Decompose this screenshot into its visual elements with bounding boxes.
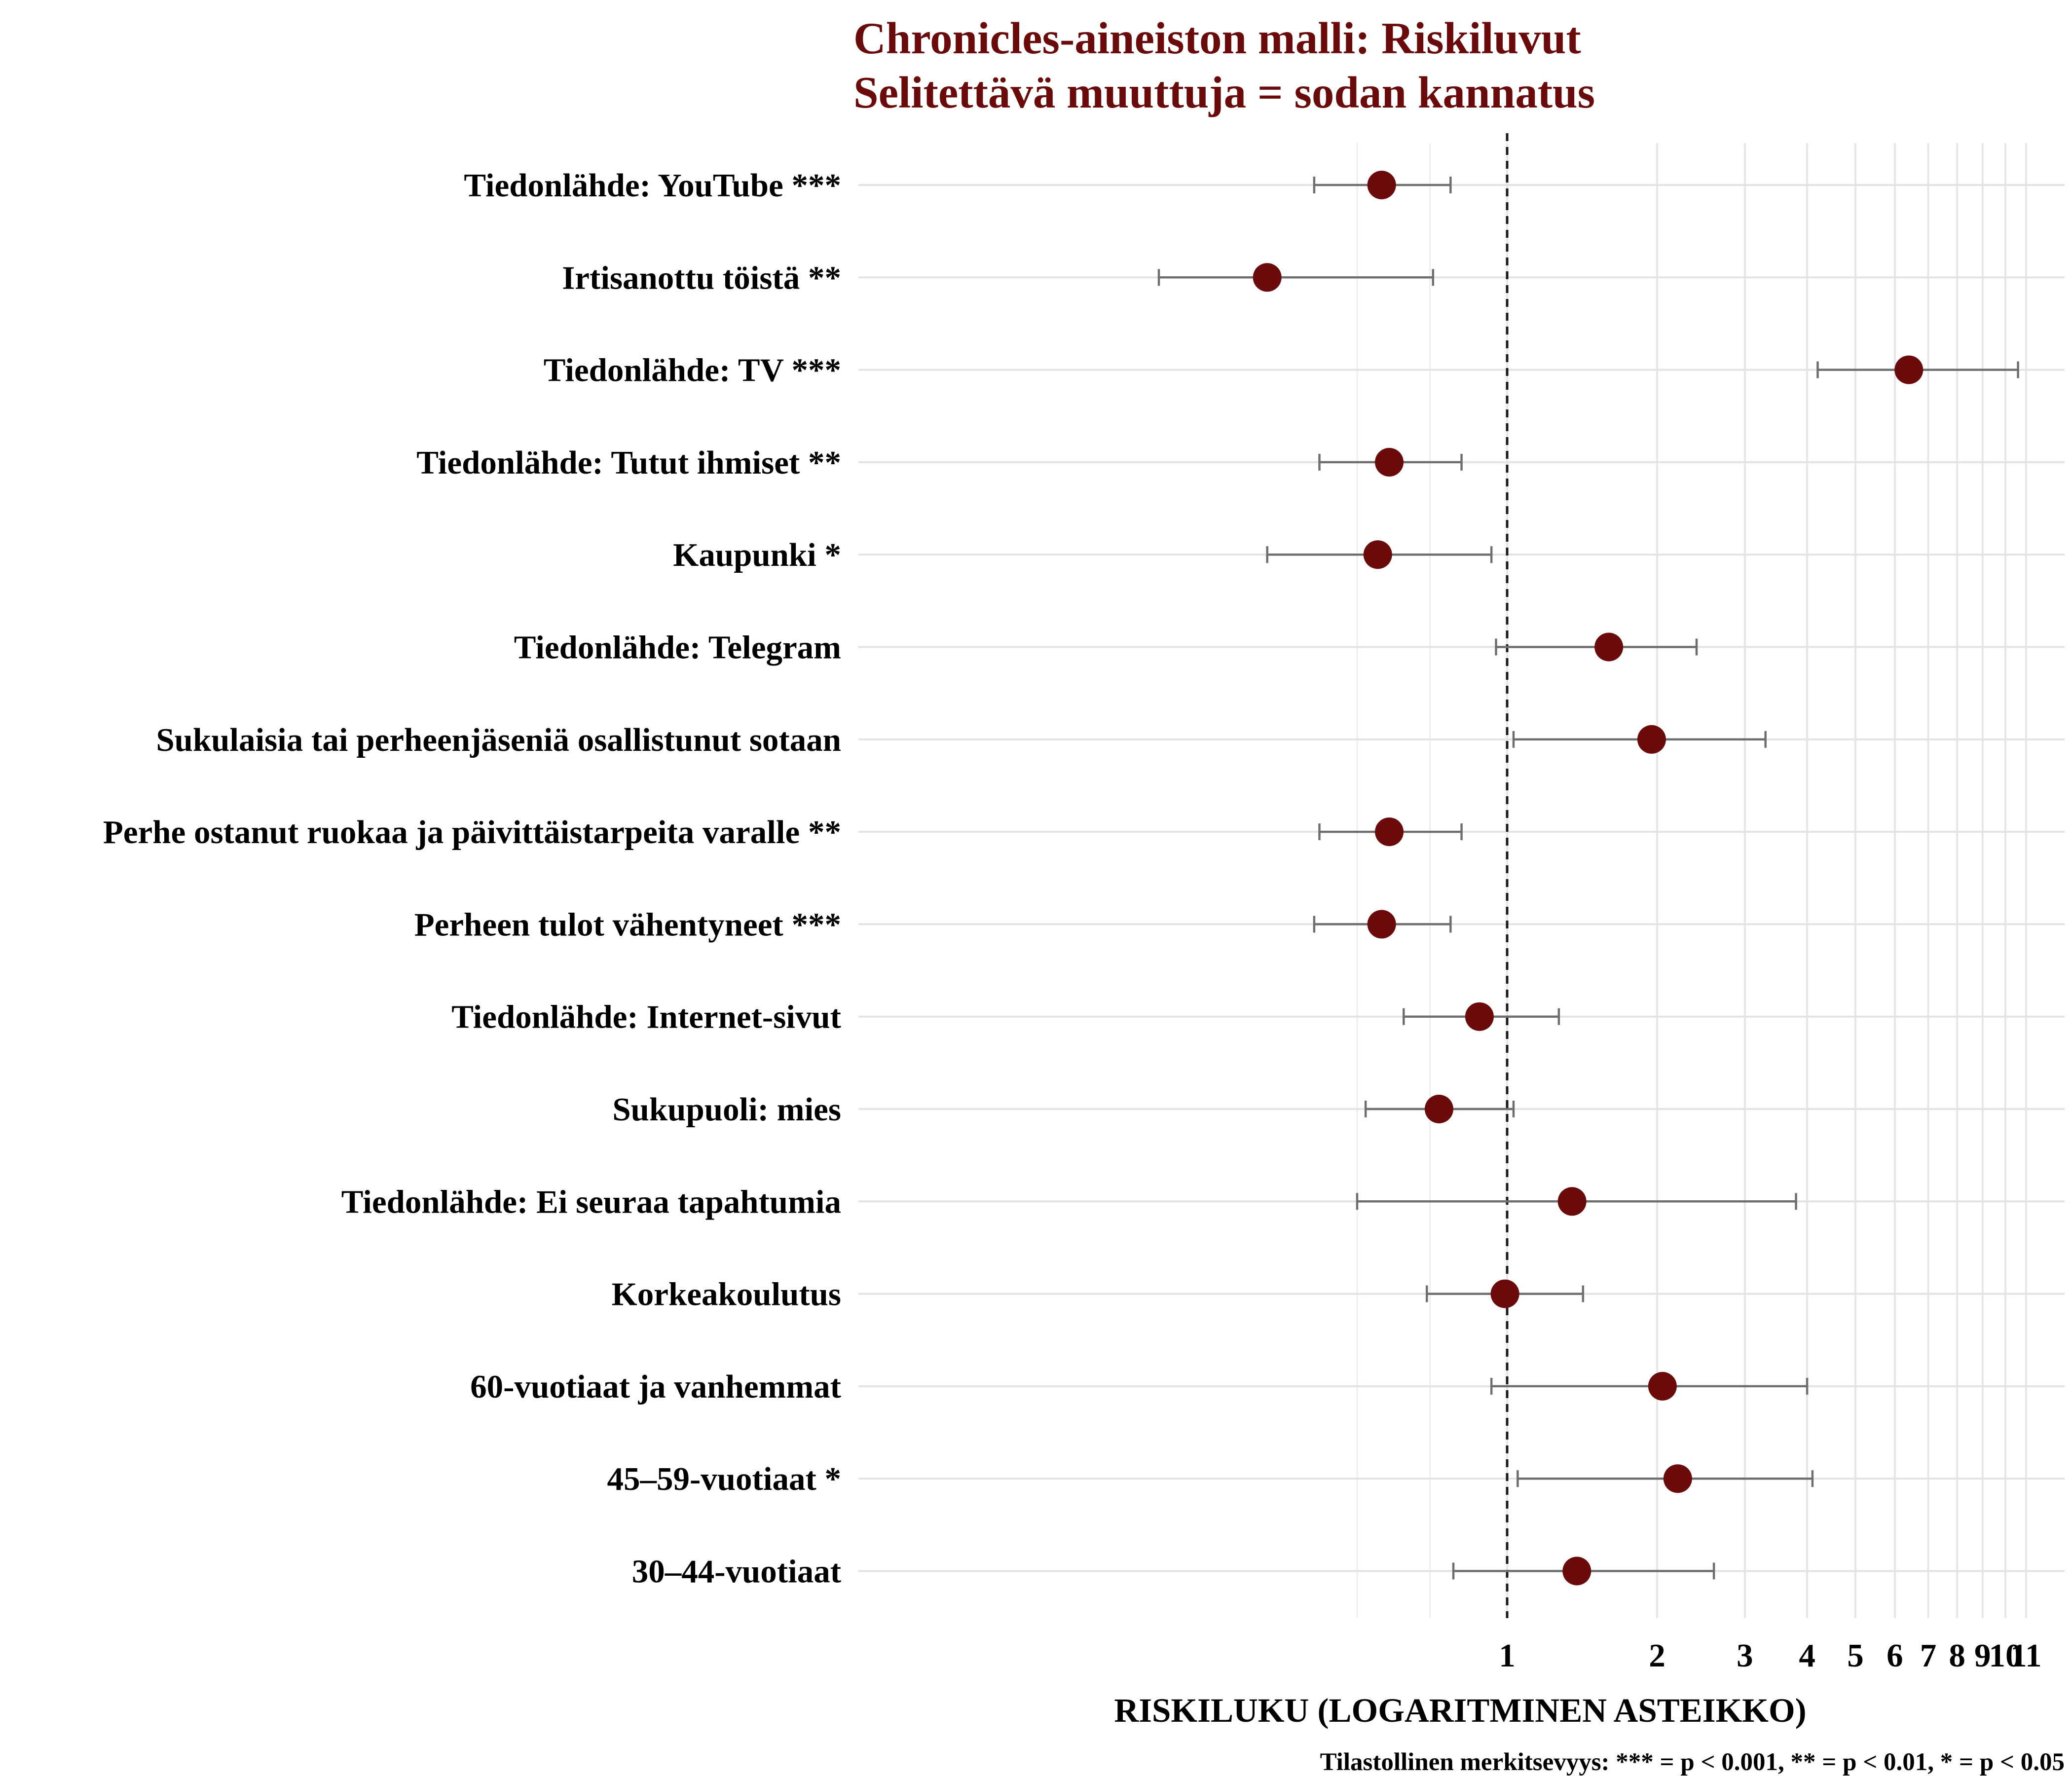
x-tick-label: 6 <box>1887 1637 1903 1674</box>
estimate-point <box>1253 263 1282 292</box>
x-tick-label: 10 <box>1989 1637 2022 1674</box>
estimate-point <box>1465 1002 1494 1031</box>
x-tick-label: 4 <box>1799 1637 1815 1674</box>
x-tick-label: 3 <box>1737 1637 1753 1674</box>
estimate-point <box>1663 1464 1692 1493</box>
x-tick-label: 1 <box>1499 1637 1516 1674</box>
estimate-point <box>1894 355 1924 384</box>
vertical-gridlines <box>1356 143 2027 1618</box>
horizontal-gridlines <box>858 184 2065 1572</box>
y-axis-label: 45–59-vuotiaat * <box>607 1461 841 1497</box>
chart-subtitle: Selitettävä muuttuja = sodan kannatus <box>853 68 1595 117</box>
x-tick-label: 7 <box>1920 1637 1937 1674</box>
y-axis-label: Perhe ostanut ruokaa ja päivittäistarpei… <box>103 814 841 851</box>
x-tick-label: 2 <box>1649 1637 1665 1674</box>
y-axis-labels: Tiedonlähde: YouTube *** Irtisanottu töis… <box>103 167 842 1590</box>
estimate-point <box>1375 817 1404 847</box>
estimate-point <box>1424 1095 1453 1123</box>
y-axis-label: Tiedonlähde: Ei seuraa tapahtumia <box>341 1184 841 1220</box>
x-axis-label: RISKILUKU (LOGARITMINEN ASTEIKKO) <box>1114 1692 1806 1729</box>
y-axis-label: Tiedonlähde: TV *** <box>544 352 841 389</box>
x-tick-label: 8 <box>1949 1637 1965 1674</box>
y-axis-label: Tiedonlähde: YouTube *** <box>464 167 841 204</box>
y-axis-label: Kaupunki * <box>673 537 841 573</box>
y-axis-label: Sukupuoli: mies <box>612 1091 841 1128</box>
y-axis-label: Korkeakoulutus <box>612 1276 841 1313</box>
estimate-point <box>1637 725 1666 754</box>
estimate-point <box>1375 447 1404 477</box>
x-tick-label: 5 <box>1847 1637 1864 1674</box>
estimate-point <box>1367 910 1396 939</box>
estimate-point <box>1562 1556 1591 1586</box>
y-axis-label: Sukulaisia tai perheenjäseniä osallistun… <box>156 722 841 758</box>
y-axis-label: Irtisanottu töistä ** <box>562 259 841 296</box>
y-axis-label: Tiedonlähde: Telegram <box>514 629 841 666</box>
estimate-point <box>1490 1279 1519 1308</box>
chart-title: Chronicles-aineiston malli: Riskiluvut <box>853 13 1581 63</box>
x-tick-label: 11 <box>2010 1637 2041 1674</box>
y-axis-label: Tiedonlähde: Tutut ihmiset ** <box>416 444 841 481</box>
estimate-point <box>1363 540 1392 569</box>
estimate-point <box>1594 632 1624 662</box>
estimate-point <box>1648 1371 1677 1401</box>
caption: Tilastollinen merkitsevyys: *** = p < 0.… <box>1320 1748 2065 1776</box>
y-axis-label: 60-vuotiaat ja vanhemmat <box>470 1369 842 1405</box>
y-axis-label: Tiedonlähde: Internet-sivut <box>451 999 841 1036</box>
estimates <box>1157 171 2019 1586</box>
y-axis-label: 30–44-vuotiaat <box>632 1554 842 1590</box>
x-tick-label: 9 <box>1974 1637 1991 1674</box>
estimate-point <box>1367 171 1396 199</box>
y-axis-label: Perheen tulot vähentyneet *** <box>414 906 841 943</box>
estimate-point <box>1557 1187 1587 1216</box>
